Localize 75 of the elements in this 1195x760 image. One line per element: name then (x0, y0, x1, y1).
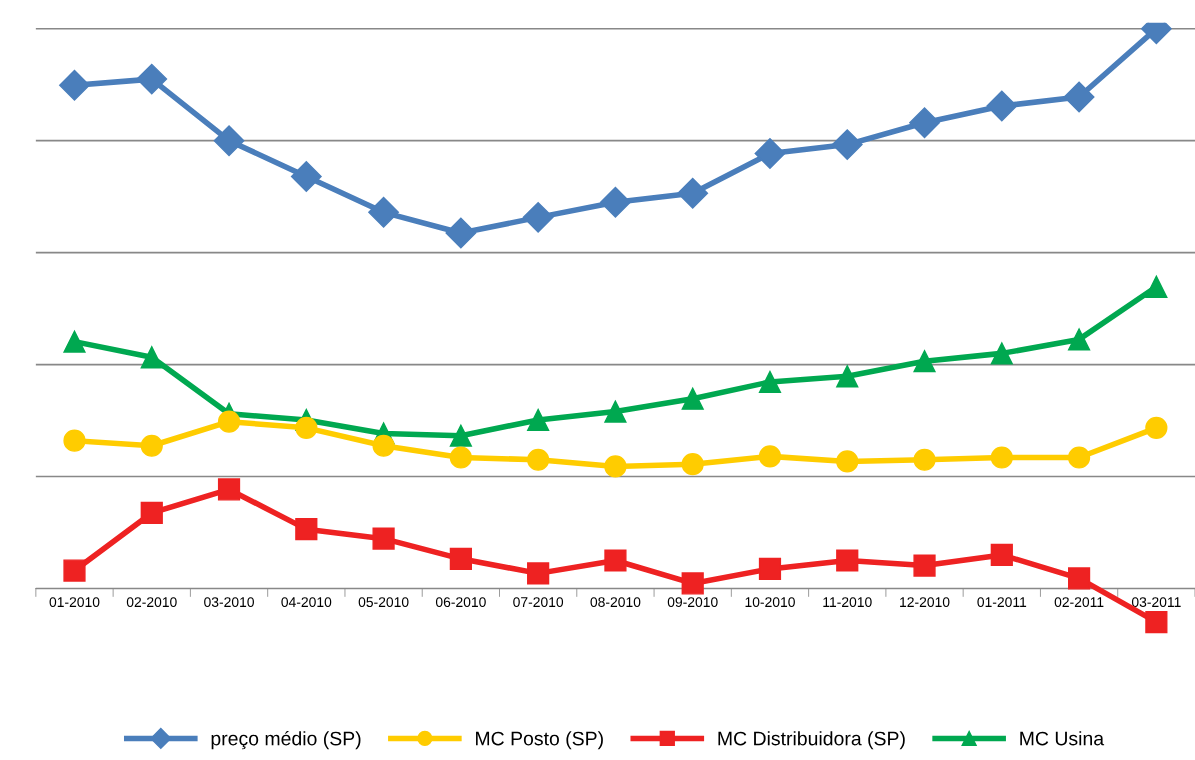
point (527, 562, 550, 585)
point (59, 69, 90, 101)
point (295, 518, 318, 541)
point (913, 554, 936, 577)
point (604, 455, 627, 478)
point (836, 450, 859, 473)
point (136, 63, 168, 95)
point (449, 424, 472, 447)
point (449, 446, 472, 469)
point (754, 138, 786, 169)
point (527, 448, 550, 471)
point (909, 107, 940, 139)
point (913, 350, 936, 373)
point (758, 557, 782, 581)
point (290, 161, 322, 192)
x-tick-label: 02-2010 (126, 597, 177, 608)
legend-label: MC Usina (1020, 731, 1105, 746)
legend-label: MC Posto (SP) (476, 731, 603, 750)
x-tick-label: 02-2011 (1054, 597, 1104, 608)
point (445, 217, 477, 249)
x-tick-label: 07-2010 (513, 597, 564, 608)
legend-label: MC Distribuidora (SP) (718, 731, 905, 750)
point (1145, 610, 1168, 634)
point (913, 448, 936, 471)
point (758, 445, 782, 468)
x-tick-label: 03-2011 (1131, 597, 1181, 608)
x-tick-label: 03-2010 (204, 597, 254, 608)
point (140, 346, 163, 369)
point (140, 434, 163, 457)
point (836, 365, 859, 388)
point (758, 370, 782, 394)
point (63, 429, 86, 452)
point (677, 177, 709, 209)
point (599, 186, 631, 218)
point (990, 446, 1013, 469)
x-tick-label: 06-2010 (435, 597, 486, 608)
point (681, 387, 704, 410)
x-tick-label: 01-2010 (49, 597, 100, 608)
x-tick-label: 11-2010 (823, 597, 872, 608)
point (990, 543, 1013, 567)
point (604, 400, 627, 423)
x-tick-label: 05-2010 (358, 597, 409, 608)
point (836, 549, 859, 572)
point (1067, 567, 1091, 590)
point (213, 125, 245, 157)
point (831, 129, 863, 161)
x-tick-label: 09-2010 (667, 597, 718, 608)
point (217, 478, 241, 501)
point (1063, 81, 1095, 113)
point (1145, 416, 1168, 439)
point (63, 559, 86, 582)
point (604, 549, 627, 572)
x-tick-label: 10-2010 (745, 597, 795, 608)
point (140, 501, 163, 525)
point (986, 90, 1018, 122)
point (522, 201, 554, 233)
point (295, 416, 318, 439)
point (449, 547, 472, 570)
point (1145, 275, 1168, 298)
point (372, 527, 395, 550)
point (681, 572, 704, 595)
point (372, 434, 395, 457)
legend-label: preço médio (SP) (211, 730, 361, 750)
point (1067, 328, 1091, 351)
x-tick-label: 01-2011 (977, 597, 1027, 608)
x-tick-label: 12-2010 (900, 597, 950, 608)
x-tick-label: 08-2010 (590, 597, 641, 608)
point (527, 408, 550, 432)
point (368, 196, 400, 228)
point (681, 453, 704, 476)
x-tick-label: 04-2010 (281, 597, 332, 608)
point (990, 342, 1013, 365)
point (1067, 446, 1091, 469)
point (63, 330, 86, 353)
point (217, 410, 241, 433)
